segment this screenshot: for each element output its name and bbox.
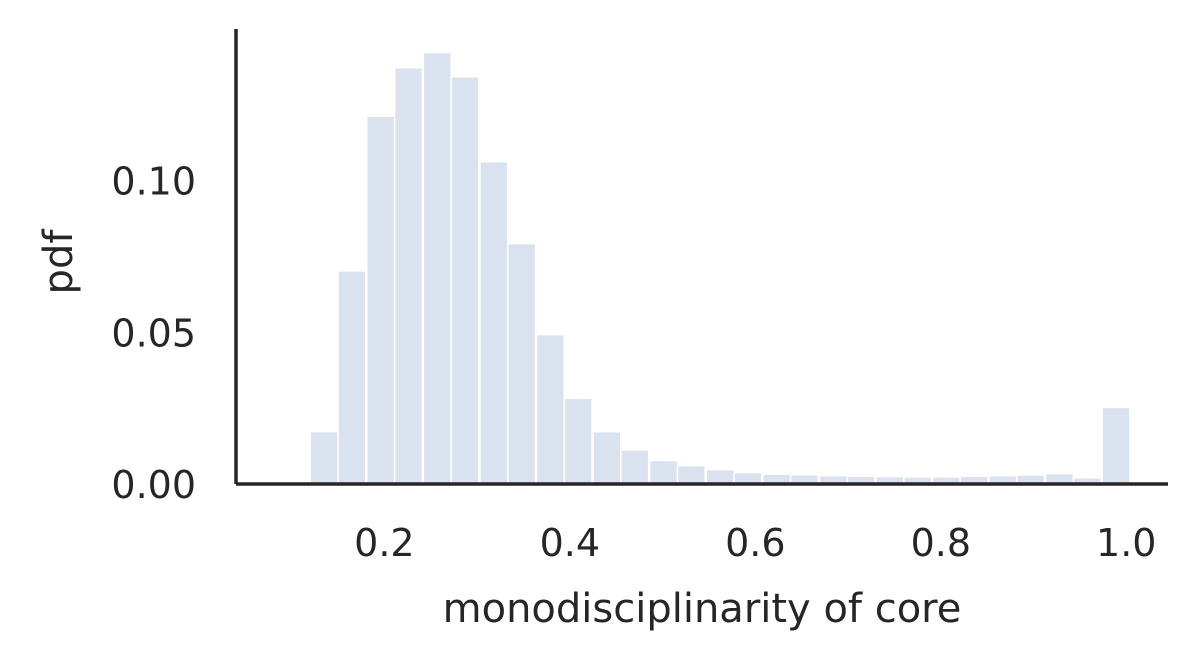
- histogram-bar: [989, 476, 1017, 484]
- histogram-bar: [678, 466, 705, 484]
- x-tick-label: 0.8: [911, 521, 971, 565]
- y-tick-label: 0.10: [111, 160, 196, 204]
- histogram-bar: [338, 271, 366, 484]
- histogram-bar: [593, 432, 621, 484]
- histogram-bar: [876, 477, 903, 484]
- histogram-bar: [791, 475, 818, 484]
- x-ticks-group: 0.2 0.4 0.6 0.8 1.0: [354, 521, 1156, 565]
- histogram-bar: [621, 450, 648, 484]
- histogram-bar: [961, 477, 988, 484]
- histogram-bar: [1074, 478, 1101, 484]
- histogram-bar: [1102, 408, 1130, 484]
- histogram-bar: [1017, 475, 1044, 484]
- histogram-bar: [763, 474, 790, 484]
- histogram-bar: [734, 473, 762, 484]
- x-axis-title: monodisciplinarity of core: [443, 586, 962, 632]
- histogram-bar: [565, 399, 592, 484]
- histogram-bar: [650, 461, 677, 484]
- y-tick-label: 0.05: [111, 311, 196, 355]
- histogram-bar: [537, 335, 564, 484]
- histogram-bar: [847, 477, 875, 484]
- histogram-bar: [310, 432, 338, 484]
- histogram-bar: [424, 53, 451, 485]
- histogram-bar: [451, 77, 479, 485]
- histogram-bar: [508, 244, 535, 484]
- x-tick-label: 0.6: [725, 521, 785, 565]
- x-tick-label: 0.2: [354, 521, 414, 565]
- histogram-bar: [1046, 474, 1073, 484]
- bars-group: [310, 53, 1130, 485]
- x-tick-label: 1.0: [1096, 521, 1156, 565]
- histogram-bar: [706, 470, 734, 484]
- histogram-bar: [367, 116, 394, 484]
- histogram-bar: [395, 68, 422, 484]
- y-axis-title: pdf: [36, 229, 82, 295]
- histogram-bar: [480, 162, 507, 484]
- x-tick-label: 0.4: [540, 521, 600, 565]
- histogram-bar: [933, 477, 960, 484]
- y-ticks-group: 0.00 0.05 0.10: [111, 160, 196, 507]
- y-tick-label: 0.00: [111, 463, 196, 507]
- histogram-bar: [904, 477, 931, 484]
- histogram-bar: [820, 476, 847, 484]
